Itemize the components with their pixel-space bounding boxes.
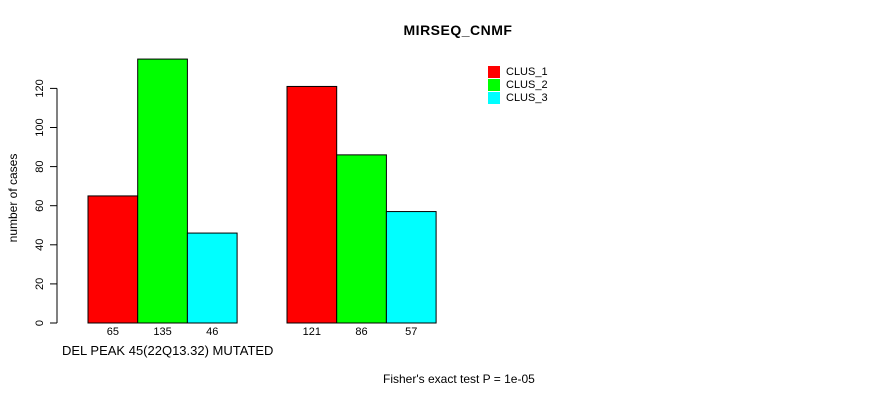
legend: CLUS_1 CLUS_2 CLUS_3 bbox=[488, 65, 548, 104]
x-axis-label: DEL PEAK 45(22Q13.32) MUTATED bbox=[62, 343, 274, 358]
y-axis-tick-label: 20 bbox=[34, 278, 46, 290]
bar-clus_2-group2 bbox=[336, 154, 387, 324]
chart-title: MIRSEQ_CNMF bbox=[403, 22, 513, 38]
legend-label: CLUS_1 bbox=[506, 65, 548, 78]
bar-value-label: 135 bbox=[153, 326, 171, 338]
y-axis-tick-label: 80 bbox=[34, 160, 46, 172]
legend-item: CLUS_1 bbox=[488, 65, 548, 78]
y-axis-tick-label: 0 bbox=[34, 320, 46, 326]
y-axis-tick-label: 120 bbox=[34, 79, 46, 97]
annotation-text: Fisher's exact test P = 1e-05 bbox=[383, 372, 535, 386]
bar-clus_2-group1 bbox=[137, 58, 188, 324]
y-axis-tick-label: 40 bbox=[34, 239, 46, 251]
bar-clus_1-group1 bbox=[87, 195, 139, 324]
legend-swatch-icon bbox=[488, 65, 500, 78]
legend-swatch-icon bbox=[488, 91, 500, 104]
bar-value-label: 86 bbox=[355, 326, 367, 338]
y-axis-tick-label: 60 bbox=[34, 200, 46, 212]
bar-value-label: 121 bbox=[303, 326, 321, 338]
bar-value-label: 65 bbox=[107, 326, 119, 338]
legend-item: CLUS_2 bbox=[488, 78, 548, 91]
legend-swatch-icon bbox=[488, 78, 500, 91]
bar-clus_3-group1 bbox=[186, 232, 238, 324]
legend-item: CLUS_3 bbox=[488, 91, 548, 104]
bar-value-label: 46 bbox=[206, 326, 218, 338]
legend-label: CLUS_3 bbox=[506, 91, 548, 104]
y-axis-tick-label: 100 bbox=[34, 118, 46, 136]
bar-clus_3-group2 bbox=[385, 211, 437, 324]
bar-clus_1-group2 bbox=[286, 85, 338, 324]
legend-label: CLUS_2 bbox=[506, 78, 548, 91]
bar-value-label: 57 bbox=[405, 326, 417, 338]
